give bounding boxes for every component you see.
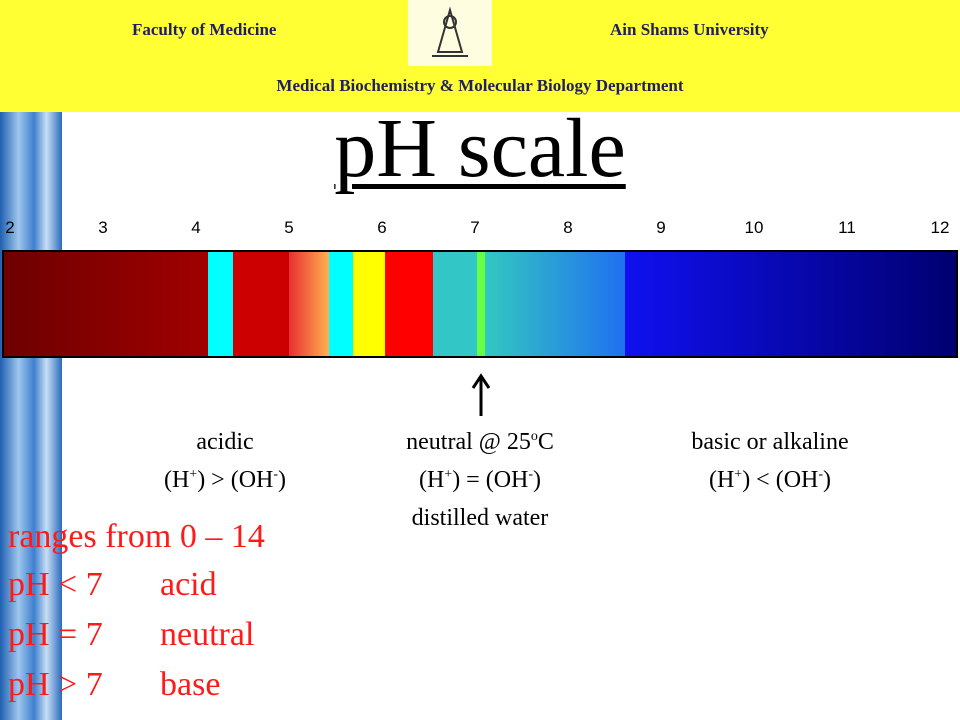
t: ) — [823, 467, 832, 493]
region-relation: (H+) > (OH-) — [65, 461, 385, 499]
t: ) = (OH — [452, 467, 529, 493]
ph-color-bar — [2, 250, 958, 358]
scale-label: 4 — [191, 218, 201, 237]
sup: - — [273, 467, 279, 482]
scale-label: 5 — [284, 218, 294, 237]
region-name: acidic — [196, 429, 254, 455]
t: (H — [708, 467, 735, 493]
condition: pH = 7 — [8, 616, 103, 653]
neutral-arrow — [471, 373, 491, 416]
scale-label: 6 — [377, 218, 387, 237]
meaning: base — [160, 666, 221, 703]
sup: + — [444, 467, 453, 482]
t: ) — [533, 467, 542, 493]
region-name: basic or alkaline — [691, 429, 849, 455]
region-note: distilled water — [411, 505, 549, 531]
range-text: ranges from 0 – 14 — [8, 518, 265, 555]
t: ) < (OH — [742, 467, 819, 493]
scale-label: 11 — [838, 218, 856, 237]
sup: + — [734, 467, 743, 482]
region-relation: (H+) < (OH-) — [610, 461, 930, 499]
meaning: neutral — [160, 616, 255, 653]
sup: - — [818, 467, 824, 482]
t: C — [537, 429, 554, 455]
scale-label: 3 — [98, 218, 108, 237]
scale-labels: 2 3 4 5 6 7 8 9 10 11 12 — [0, 218, 960, 242]
logo-drawing — [432, 6, 468, 57]
title: pH scale — [334, 102, 626, 195]
header-band: Faculty of Medicine Ain Shams University… — [0, 0, 960, 112]
scale-label: 10 — [744, 218, 764, 237]
t: (H — [163, 467, 190, 493]
condition: pH > 7 — [8, 666, 103, 703]
sup: - — [528, 467, 534, 482]
region-relation: (H+) = (OH-) — [320, 461, 640, 499]
t: ) > (OH — [197, 467, 274, 493]
header-left: Faculty of Medicine — [132, 20, 277, 39]
scale-label: 2 — [5, 218, 15, 237]
scale-label: 8 — [563, 218, 573, 237]
t: (H — [418, 467, 445, 493]
acidic-label: acidic (H+) > (OH-) — [65, 423, 385, 499]
header-right: Ain Shams University — [610, 20, 769, 39]
logo — [408, 0, 492, 66]
region-name: neutral @ 25oC — [320, 423, 640, 461]
side-stripe — [0, 0, 62, 720]
t: neutral @ 25 — [406, 429, 531, 455]
scale-label: 9 — [656, 218, 666, 237]
scale-label: 12 — [930, 218, 950, 237]
meaning: acid — [160, 566, 217, 603]
scale-label: 7 — [470, 218, 480, 237]
neutral-label: neutral @ 25oC (H+) = (OH-) distilled wa… — [320, 423, 640, 537]
basic-label: basic or alkaline (H+) < (OH-) — [610, 423, 930, 499]
condition: pH < 7 — [8, 566, 103, 603]
department: Medical Biochemistry & Molecular Biology… — [276, 76, 684, 95]
sup: o — [530, 429, 538, 444]
sup: + — [189, 467, 198, 482]
t: ) — [278, 467, 287, 493]
